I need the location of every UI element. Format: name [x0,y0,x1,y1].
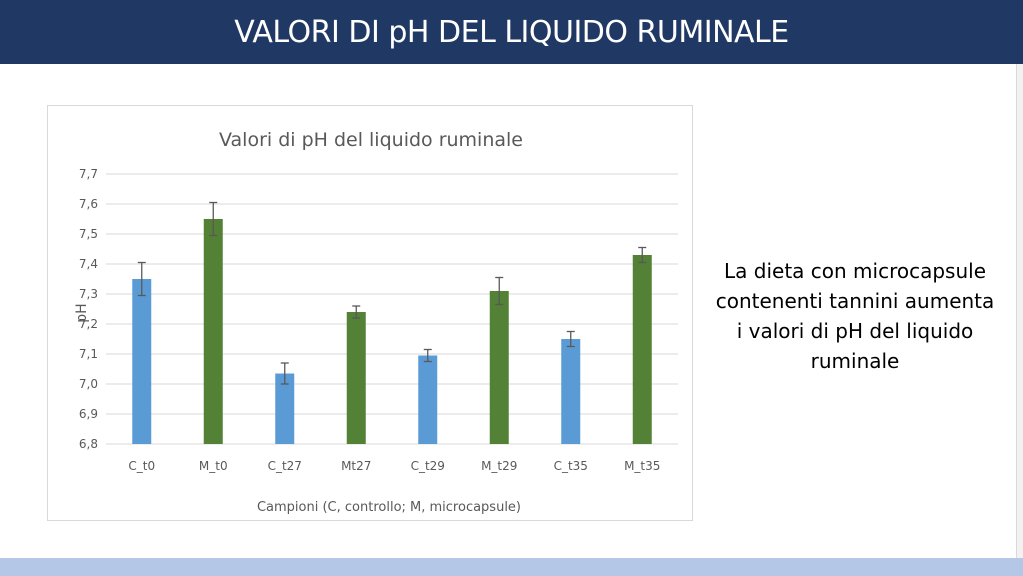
bars [132,219,652,444]
slide-edge [1016,64,1023,558]
y-tick-label: 7,1 [79,347,98,361]
x-tick-label: M_t35 [624,459,660,473]
bar-M_t35 [632,255,652,444]
chart-container: Valori di pH del liquido ruminale pH Cam… [47,105,693,521]
y-tick-label: 7,4 [79,257,98,271]
y-tick-label: 7,5 [79,227,98,241]
footer-bar [0,558,1023,576]
y-tick-label: 7,3 [79,287,98,301]
slide-title: VALORI DI pH DEL LIQUIDO RUMINALE [234,14,789,50]
bar-Mt27 [346,312,366,444]
error-bars [137,201,647,385]
bar-M_t0 [203,219,223,444]
y-axis-label: pH [74,303,90,322]
y-tick-label: 7,6 [79,197,98,211]
x-tick-label: M_t29 [481,459,517,473]
x-tick-label: M_t0 [199,459,228,473]
y-tick-label: 6,8 [79,437,98,451]
x-tick-label: C_t29 [411,459,445,473]
bar-chart: Valori di pH del liquido ruminale pH Cam… [74,129,678,515]
x-tick-label: C_t0 [128,459,155,473]
bar-C_t0 [132,279,152,444]
bar-C_t27 [275,373,295,444]
x-tick-labels: C_t0 M_t0 C_t27 Mt27 C_t29 M_t29 C_t35 M_t35 [128,459,660,473]
x-axis-label: Campioni (C, controllo; M, microcapsule) [257,500,521,515]
y-tick-labels: 6,8 6,9 7,0 7,1 7,2 7,3 7,4 7,5 7,6 7,7 [79,167,98,451]
chart-title: Valori di pH del liquido ruminale [219,129,523,151]
bar-C_t29 [418,355,438,444]
title-bar: VALORI DI pH DEL LIQUIDO RUMINALE [0,0,1023,64]
bar-M_t29 [489,291,509,444]
y-tick-label: 7,0 [79,377,98,391]
x-tick-label: Mt27 [341,459,371,473]
y-tick-label: 7,7 [79,167,98,181]
bar-C_t35 [561,339,581,444]
x-tick-label: C_t27 [268,459,302,473]
y-tick-label: 7,2 [79,317,98,331]
x-tick-label: C_t35 [554,459,588,473]
gridlines [106,173,678,445]
y-tick-label: 6,9 [79,407,98,421]
conclusion-text: La dieta con microcapsule contenenti tan… [715,259,995,373]
